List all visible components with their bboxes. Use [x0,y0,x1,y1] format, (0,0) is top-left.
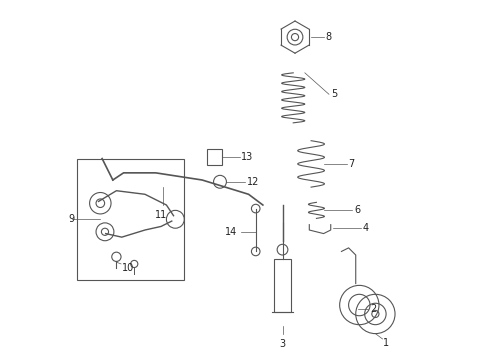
Text: 3: 3 [279,339,286,349]
Text: 12: 12 [247,177,259,187]
Text: 10: 10 [122,262,134,273]
Text: 2: 2 [370,303,376,314]
Text: 7: 7 [348,159,355,169]
Bar [273,258,292,312]
Bar [77,158,184,280]
Text: 1: 1 [383,338,389,347]
Text: 11: 11 [155,210,167,220]
Text: 13: 13 [242,152,254,162]
Text: 6: 6 [354,205,360,215]
Text: 14: 14 [225,227,238,237]
Text: 5: 5 [331,89,337,99]
Text: 4: 4 [363,223,369,233]
Text: 8: 8 [325,32,332,42]
Bar [207,149,222,165]
Text: 9: 9 [68,214,74,224]
